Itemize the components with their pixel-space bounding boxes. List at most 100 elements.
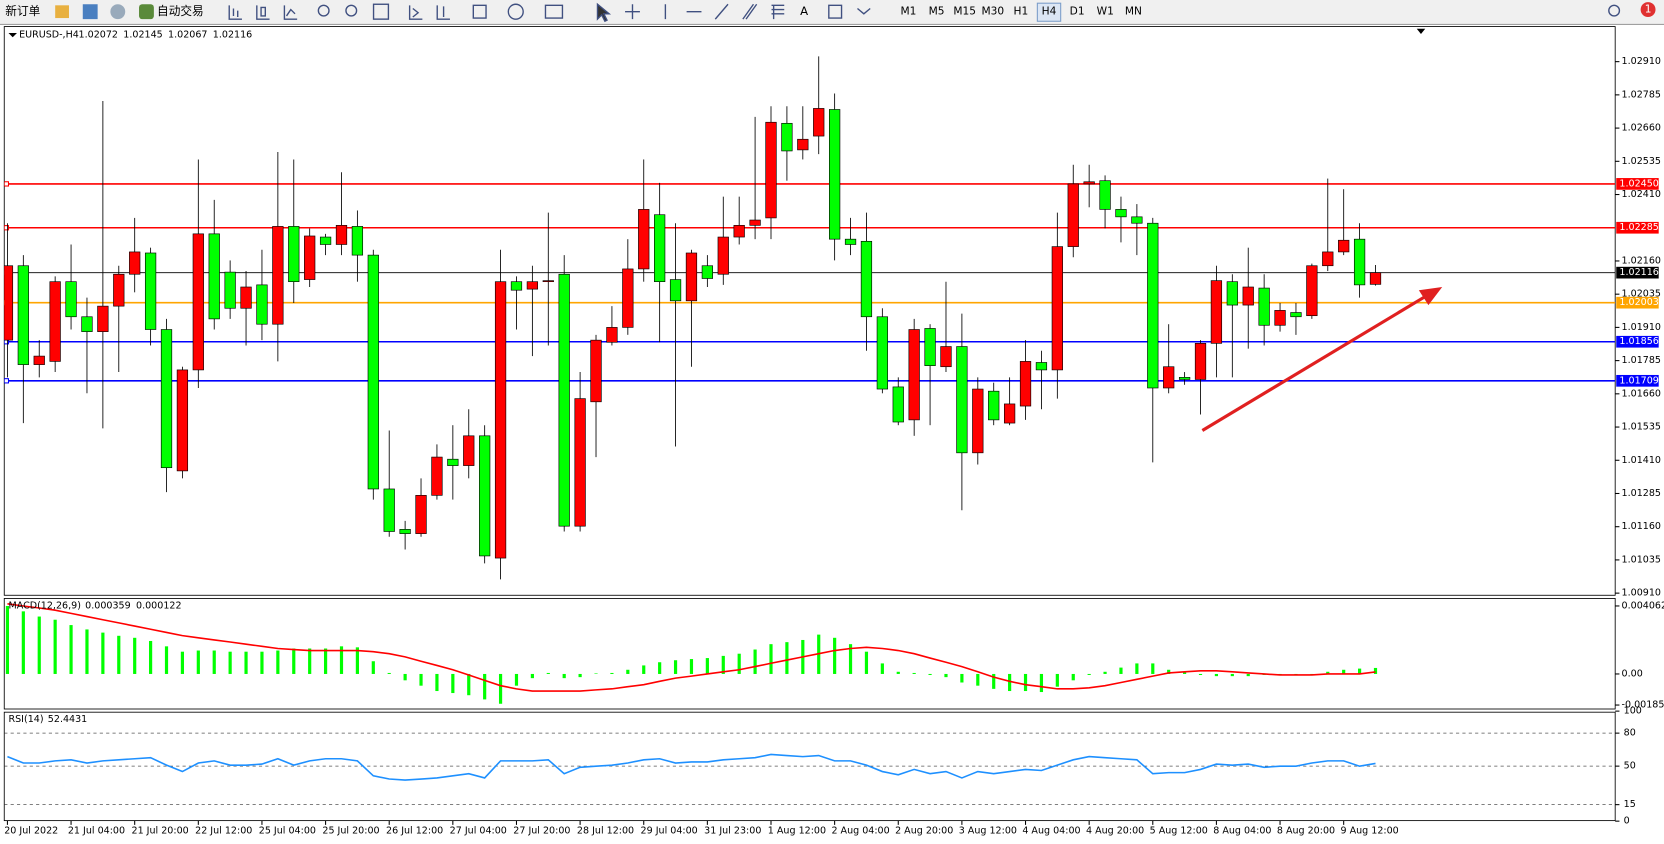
- macd-bar: [196, 650, 200, 674]
- candle-body: [272, 226, 284, 325]
- macd-bar: [880, 663, 884, 674]
- zoom-in[interactable]: [317, 4, 330, 17]
- icon[interactable]: [82, 4, 98, 20]
- timeframe[interactable]: H4: [1042, 5, 1057, 18]
- icon[interactable]: [110, 4, 126, 20]
- candle-body: [622, 268, 634, 328]
- x-tick-label: 29 Jul 04:00: [641, 826, 698, 837]
- auto-trading-icon[interactable]: [139, 4, 154, 20]
- zoom-out[interactable]: [345, 4, 358, 17]
- candle-body: [590, 339, 602, 403]
- y-tick-label: 1.02410: [1622, 189, 1661, 200]
- icon[interactable]: [228, 5, 242, 20]
- candle-body: [1083, 181, 1095, 185]
- candle-body: [81, 316, 93, 332]
- icon[interactable]: [436, 5, 450, 20]
- macd-bar: [451, 673, 455, 694]
- level-label-bg: [1616, 221, 1659, 234]
- macd-bar: [1055, 673, 1059, 687]
- search[interactable]: [1608, 4, 1621, 17]
- ohlc-value: 1.02145: [123, 30, 162, 41]
- candle-body: [1163, 366, 1175, 389]
- candle-body: [383, 488, 395, 532]
- macd-bar: [833, 637, 837, 674]
- auto-trading[interactable]: 自动交易: [157, 4, 204, 18]
- shift-marker: [1416, 28, 1426, 35]
- candle-body: [304, 235, 316, 280]
- macd-bar: [642, 665, 646, 674]
- macd-bar: [578, 673, 582, 678]
- icon[interactable]: [408, 5, 423, 20]
- macd-bar: [514, 673, 519, 686]
- symbol: EURUSD-,H4: [19, 30, 79, 41]
- timeframe[interactable]: D1: [1070, 5, 1085, 18]
- timeframe[interactable]: H1: [1014, 5, 1029, 18]
- y-tick-label: 0.004062: [1622, 600, 1664, 611]
- macd-bar: [928, 673, 932, 675]
- y-tick-label: 100: [1624, 706, 1642, 717]
- crosshair[interactable]: [625, 4, 640, 20]
- candle-body: [1003, 403, 1016, 424]
- candle-body: [1019, 361, 1032, 407]
- x-tick-label: 26 Jul 12:00: [386, 826, 443, 837]
- timeframe[interactable]: M1: [900, 5, 916, 18]
- timeframe[interactable]: M15: [953, 5, 976, 18]
- fibo[interactable]: [771, 4, 785, 20]
- label[interactable]: [828, 4, 843, 19]
- icon[interactable]: [544, 4, 564, 19]
- timeframe-active[interactable]: [1036, 2, 1062, 22]
- channel[interactable]: [742, 3, 758, 20]
- candle-body: [463, 435, 475, 466]
- candle-body: [1147, 222, 1159, 389]
- timeframe[interactable]: MN: [1125, 5, 1142, 18]
- candle-body: [367, 254, 379, 490]
- notification-badge[interactable]: [1640, 2, 1656, 18]
- menu-triangle[interactable]: [8, 32, 17, 38]
- y-tick-label: 1.01660: [1622, 388, 1661, 399]
- icon[interactable]: [55, 5, 69, 19]
- y-tick-label: 1.02160: [1622, 255, 1661, 266]
- x-tick-label: 27 Jul 20:00: [513, 826, 570, 837]
- notification-count[interactable]: 1: [1645, 3, 1652, 16]
- candle-body: [1322, 251, 1334, 267]
- macd-bar: [164, 646, 169, 674]
- y-tick-label: 80: [1624, 728, 1636, 739]
- macd-bar: [912, 672, 916, 674]
- y-tick-label: 1.02910: [1622, 56, 1661, 67]
- macd-bar: [1087, 673, 1091, 675]
- level-handle: [4, 378, 10, 384]
- macd-bar: [1246, 673, 1250, 677]
- level-label: 1.02003: [1619, 297, 1658, 308]
- indicator-value: 52.4431: [48, 714, 87, 725]
- candle-body: [542, 280, 554, 283]
- level-label-bg: [1616, 374, 1659, 387]
- macd-bar: [610, 672, 614, 674]
- macd-bar: [1198, 673, 1203, 675]
- macd-bar: [292, 648, 296, 674]
- indicator-title: RSI(14): [8, 714, 43, 725]
- y-tick-label: 0: [1624, 816, 1630, 827]
- macd-bar: [562, 673, 566, 679]
- icon[interactable]: [283, 5, 298, 20]
- candle-body: [526, 281, 539, 290]
- trendline[interactable]: [714, 3, 729, 20]
- icon[interactable]: [507, 3, 524, 20]
- icon[interactable]: [472, 4, 487, 19]
- icon[interactable]: [256, 5, 270, 20]
- y-tick-label: 1.02785: [1622, 89, 1661, 100]
- timeframe[interactable]: M30: [981, 5, 1004, 18]
- text-tool[interactable]: A: [800, 4, 808, 18]
- cursor[interactable]: [596, 2, 612, 23]
- new-order[interactable]: 新订单: [5, 4, 40, 18]
- indicator-title: MACD(12,26,9): [8, 600, 80, 611]
- timeframe[interactable]: W1: [1097, 5, 1114, 18]
- candle-body: [829, 109, 841, 240]
- arrows[interactable]: [857, 7, 871, 15]
- candle-body: [494, 281, 507, 559]
- candle-body: [1242, 286, 1254, 306]
- timeframe[interactable]: M5: [929, 5, 945, 18]
- candle-body: [813, 108, 825, 137]
- macd-bar: [69, 625, 73, 674]
- icon[interactable]: [372, 3, 390, 20]
- level-label-bg: [1616, 266, 1659, 279]
